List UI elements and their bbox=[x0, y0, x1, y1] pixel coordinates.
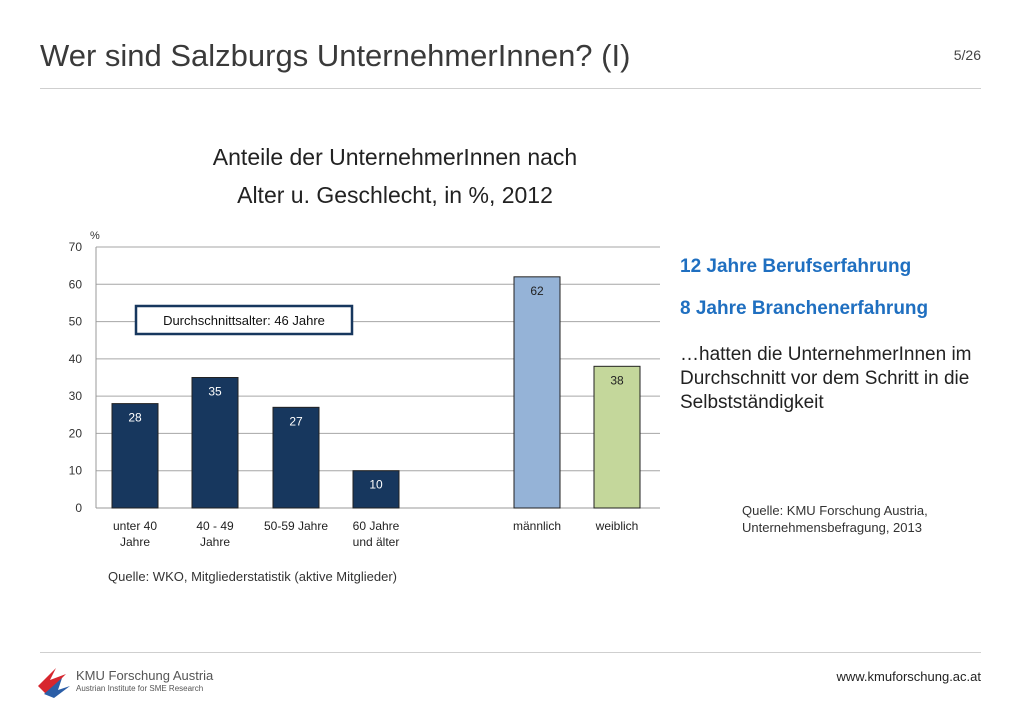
page-number: 5/26 bbox=[953, 47, 981, 63]
logo-name: KMU Forschung Austria bbox=[76, 668, 214, 683]
survey-source: Quelle: KMU Forschung Austria, Unternehm… bbox=[742, 502, 982, 536]
data-label: 35 bbox=[208, 385, 222, 399]
footer-url: www.kmuforschung.ac.at bbox=[836, 669, 981, 684]
data-label: 38 bbox=[610, 373, 624, 387]
x-tick-label: 60 Jahre bbox=[353, 519, 400, 533]
survey-source-line-2: Unternehmensbefragung, 2013 bbox=[742, 520, 922, 535]
chart-title-line-2: Alter u. Geschlecht, in %, 2012 bbox=[237, 182, 553, 208]
x-tick-label: und älter bbox=[353, 535, 400, 549]
chart-source: Quelle: WKO, Mitgliederstatistik (aktive… bbox=[108, 569, 397, 584]
average-age-annotation: Durchschnittsalter: 46 Jahre bbox=[163, 313, 325, 328]
y-tick-label: 40 bbox=[69, 352, 83, 366]
y-tick-label: 10 bbox=[69, 464, 83, 478]
y-tick-label: 30 bbox=[69, 389, 83, 403]
bar bbox=[191, 377, 239, 509]
bar bbox=[513, 276, 561, 509]
y-axis-label: % bbox=[90, 230, 100, 242]
bar bbox=[272, 406, 320, 509]
data-label: 10 bbox=[369, 478, 383, 492]
x-tick-label: weiblich bbox=[595, 519, 639, 533]
y-tick-label: 50 bbox=[69, 315, 83, 329]
bar bbox=[111, 403, 159, 509]
logo-subtitle: Austrian Institute for SME Research bbox=[76, 684, 204, 693]
data-label: 27 bbox=[289, 414, 303, 428]
highlight-work-experience: 12 Jahre Berufserfahrung bbox=[680, 256, 912, 277]
y-tick-label: 0 bbox=[75, 501, 82, 515]
x-tick-label: unter 40 bbox=[113, 519, 157, 533]
survey-source-line-1: Quelle: KMU Forschung Austria, bbox=[742, 503, 928, 518]
x-tick-label: Jahre bbox=[200, 535, 230, 549]
bar bbox=[593, 365, 641, 509]
x-tick-label: 40 - 49 bbox=[196, 519, 234, 533]
data-label: 62 bbox=[530, 284, 544, 298]
data-label: 28 bbox=[128, 411, 142, 425]
kmu-logo: KMU Forschung Austria Austrian Institute… bbox=[36, 664, 236, 700]
chart-title: Anteile der UnternehmerInnen nach Alter … bbox=[160, 138, 630, 214]
top-divider bbox=[40, 88, 981, 89]
logo-mark-icon bbox=[38, 668, 70, 698]
experience-description: …hatten die UnternehmerInnen im Durchsch… bbox=[680, 344, 972, 413]
x-tick-label: männlich bbox=[513, 519, 561, 533]
bar bbox=[352, 470, 400, 509]
y-tick-label: 20 bbox=[69, 426, 83, 440]
slide-title: Wer sind Salzburgs UnternehmerInnen? (I) bbox=[40, 38, 631, 73]
chart-title-line-1: Anteile der UnternehmerInnen nach bbox=[212, 144, 578, 170]
y-tick-label: 70 bbox=[69, 240, 83, 254]
annotation-box bbox=[134, 304, 354, 336]
x-tick-label: 50-59 Jahre bbox=[264, 519, 328, 533]
bottom-divider bbox=[40, 652, 981, 653]
y-tick-label: 60 bbox=[69, 277, 83, 291]
x-tick-label: Jahre bbox=[120, 535, 150, 549]
highlight-industry-experience: 8 Jahre Branchenerfahrung bbox=[680, 298, 929, 319]
